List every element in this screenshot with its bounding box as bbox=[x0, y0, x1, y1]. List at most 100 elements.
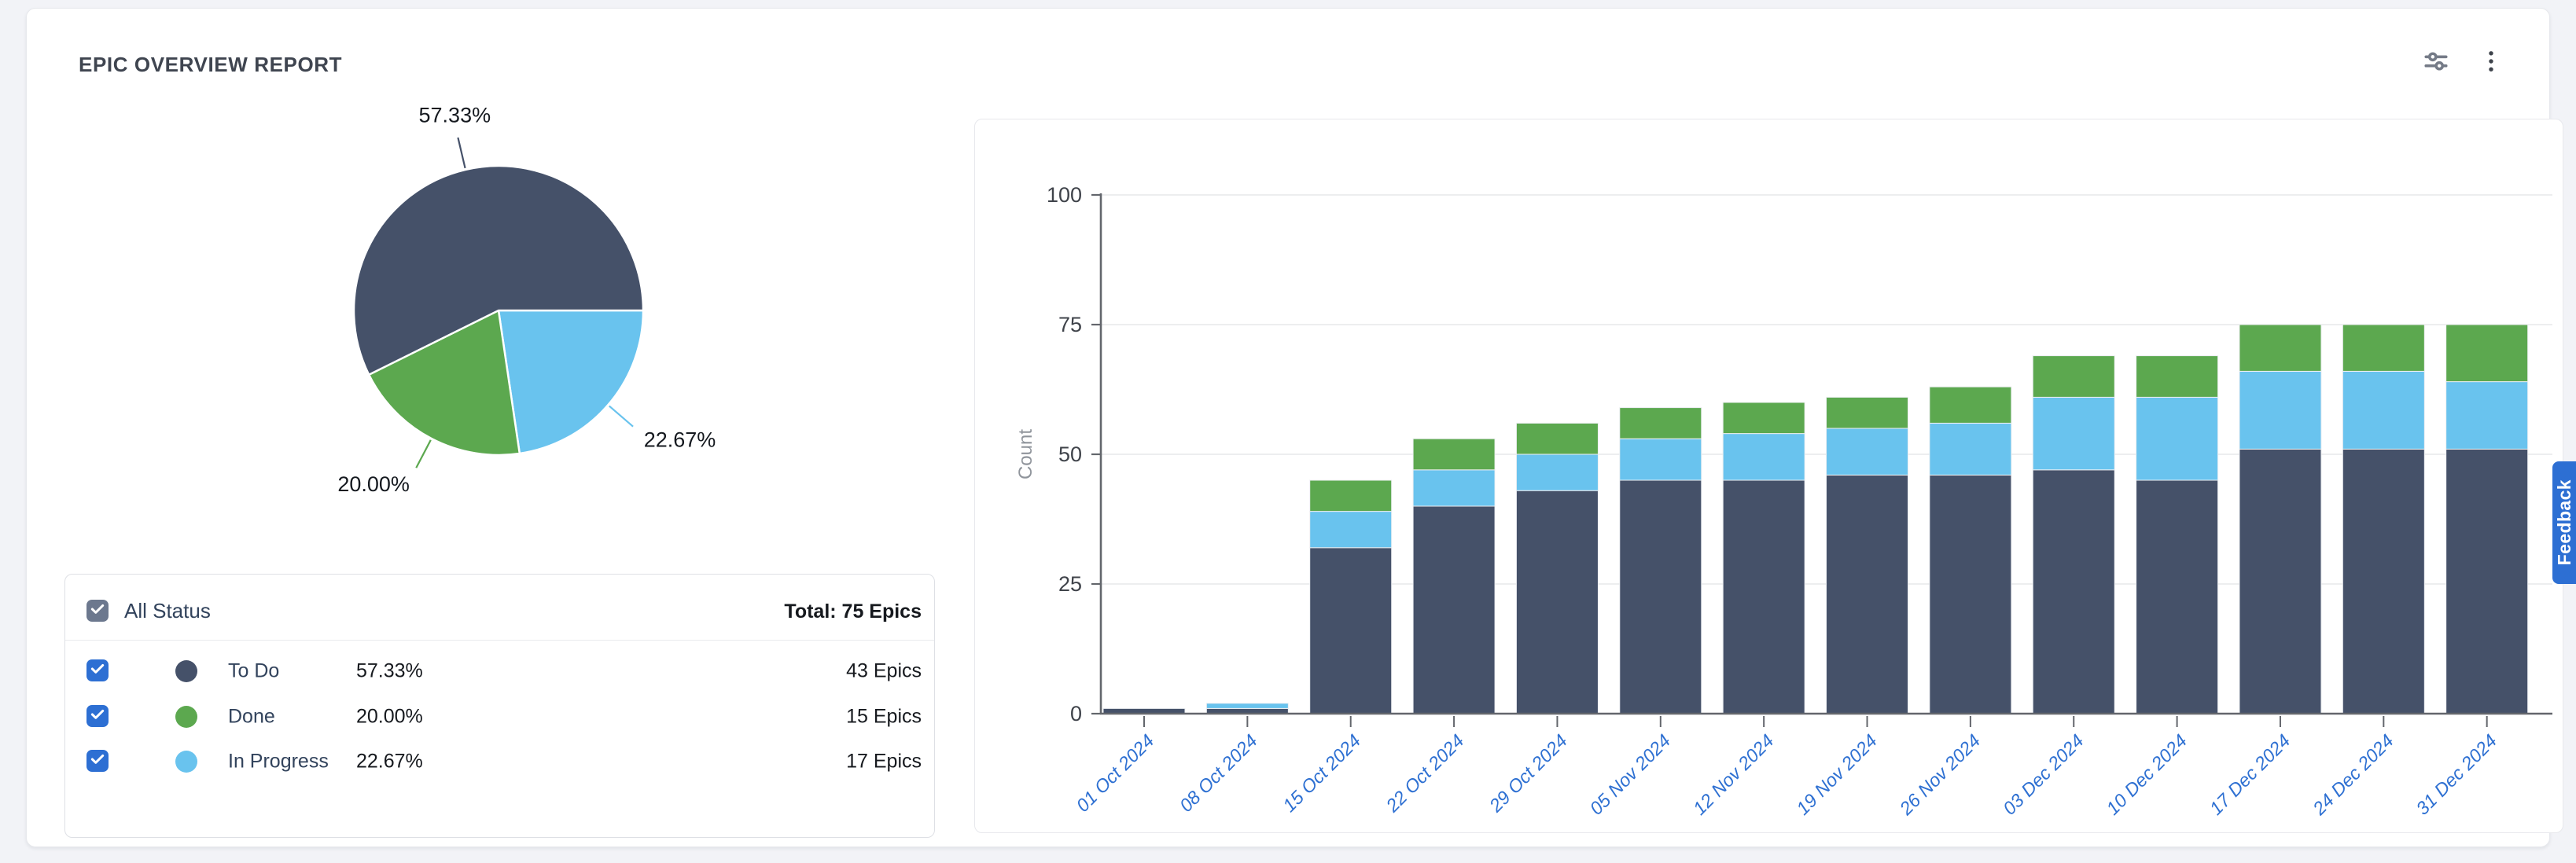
bar-in-progress-08-oct-2024[interactable] bbox=[1205, 703, 1289, 709]
in-progress-percent: 22.67% bbox=[356, 750, 423, 772]
pie-slice-done[interactable] bbox=[367, 309, 521, 457]
bar-in-progress-19-nov-2024[interactable] bbox=[1826, 428, 1909, 476]
x-axis-label-19-nov-2024: 19 Nov 2024 bbox=[1792, 730, 1881, 819]
y-axis-label-75: 75 bbox=[1058, 313, 1082, 336]
x-axis-label-12-nov-2024: 12 Nov 2024 bbox=[1689, 730, 1778, 819]
check-icon bbox=[90, 707, 105, 726]
pie-label-to-do: 57.33% bbox=[419, 103, 491, 127]
bar-in-progress-31-dec-2024[interactable] bbox=[2445, 381, 2529, 450]
bar-done-05-nov-2024[interactable] bbox=[1619, 407, 1702, 439]
legend-header-row: All Status Total: 75 Epics bbox=[65, 575, 934, 640]
pie-label-done: 20.00% bbox=[337, 472, 410, 496]
x-axis-label-26-nov-2024: 26 Nov 2024 bbox=[1895, 730, 1984, 819]
bar-to-do-10-dec-2024[interactable] bbox=[2136, 479, 2219, 714]
done-percent: 20.00% bbox=[356, 705, 423, 727]
in-progress-count: 17 Epics bbox=[846, 750, 922, 772]
bar-in-progress-24-dec-2024[interactable] bbox=[2342, 370, 2425, 450]
bar-in-progress-26-nov-2024[interactable] bbox=[1929, 422, 2012, 476]
bar-done-24-dec-2024[interactable] bbox=[2342, 324, 2425, 372]
done-checkbox[interactable] bbox=[86, 705, 109, 727]
pie-label-in-progress: 22.67% bbox=[644, 428, 716, 451]
bar-to-do-05-nov-2024[interactable] bbox=[1619, 479, 1702, 714]
kebab-menu-icon bbox=[2477, 47, 2505, 78]
bar-done-03-dec-2024[interactable] bbox=[2032, 355, 2115, 398]
x-axis-label-05-nov-2024: 05 Nov 2024 bbox=[1586, 730, 1675, 819]
to-do-count: 43 Epics bbox=[846, 659, 922, 681]
bar-to-do-03-dec-2024[interactable] bbox=[2032, 469, 2115, 714]
check-icon bbox=[90, 601, 105, 621]
pie-leader-line-done bbox=[415, 439, 432, 468]
legend-row-done: Done 20.00% 15 Epics bbox=[65, 694, 934, 739]
all-status-checkbox[interactable] bbox=[86, 600, 109, 622]
bar-to-do-22-oct-2024[interactable] bbox=[1412, 505, 1496, 714]
bar-to-do-19-nov-2024[interactable] bbox=[1826, 474, 1909, 714]
done-color-dot bbox=[175, 705, 197, 728]
y-axis-label-100: 100 bbox=[1047, 183, 1082, 207]
to-do-checkbox[interactable] bbox=[86, 659, 109, 681]
done-count: 15 Epics bbox=[846, 705, 922, 727]
check-icon bbox=[90, 661, 105, 681]
bar-in-progress-03-dec-2024[interactable] bbox=[2032, 396, 2115, 471]
all-status-label: All Status bbox=[124, 599, 211, 622]
pie-slice-to-do[interactable] bbox=[352, 164, 645, 376]
x-axis-label-24-dec-2024: 24 Dec 2024 bbox=[2309, 730, 2398, 819]
kebab-menu-button[interactable] bbox=[2474, 45, 2508, 79]
y-axis-title: Count bbox=[1015, 429, 1036, 479]
in-progress-label: In Progress bbox=[228, 750, 329, 772]
bar-done-19-nov-2024[interactable] bbox=[1826, 396, 1909, 429]
x-axis-label-01-oct-2024: 01 Oct 2024 bbox=[1073, 730, 1158, 816]
to-do-label: To Do bbox=[228, 659, 280, 681]
bar-in-progress-15-oct-2024[interactable] bbox=[1309, 511, 1393, 549]
bar-done-22-oct-2024[interactable] bbox=[1412, 438, 1496, 471]
bar-to-do-15-oct-2024[interactable] bbox=[1309, 547, 1393, 714]
filter-settings-button[interactable] bbox=[2419, 45, 2453, 79]
bar-done-17-dec-2024[interactable] bbox=[2239, 324, 2322, 372]
x-axis-label-15-oct-2024: 15 Oct 2024 bbox=[1279, 730, 1364, 816]
y-axis-label-50: 50 bbox=[1058, 443, 1082, 466]
page-title: EPIC OVERVIEW REPORT bbox=[79, 53, 343, 76]
sliders-icon bbox=[2422, 47, 2450, 78]
pie-slice-in-progress[interactable] bbox=[497, 309, 645, 455]
bar-to-do-12-nov-2024[interactable] bbox=[1722, 479, 1805, 714]
epic-trend-chart-card: 01 Oct 2024 08 Oct 2024 15 Oct 2024 22 Oct … bbox=[974, 119, 2563, 833]
status-pie-chart: 22.67% 20.00% 57.33% bbox=[278, 103, 907, 512]
bar-to-do-17-dec-2024[interactable] bbox=[2239, 448, 2322, 714]
x-axis-label-03-dec-2024: 03 Dec 2024 bbox=[1999, 730, 2088, 819]
legend-row-to-do: To Do 57.33% 43 Epics bbox=[65, 648, 934, 693]
to-do-percent: 57.33% bbox=[356, 659, 423, 681]
bar-in-progress-12-nov-2024[interactable] bbox=[1722, 433, 1805, 481]
to-do-color-dot bbox=[175, 659, 197, 682]
bar-to-do-24-dec-2024[interactable] bbox=[2342, 448, 2425, 714]
status-pie-chart-svg: 22.67% 20.00% 57.33% bbox=[337, 103, 716, 496]
check-icon bbox=[90, 751, 105, 771]
bar-to-do-29-oct-2024[interactable] bbox=[1515, 490, 1599, 714]
bar-in-progress-22-oct-2024[interactable] bbox=[1412, 469, 1496, 507]
in-progress-checkbox[interactable] bbox=[86, 750, 109, 772]
bar-done-29-oct-2024[interactable] bbox=[1515, 422, 1599, 455]
feedback-button[interactable]: Feedback bbox=[2552, 461, 2576, 584]
bar-in-progress-10-dec-2024[interactable] bbox=[2136, 396, 2219, 481]
total-epics-label: Total: 75 Epics bbox=[784, 600, 922, 622]
bar-done-10-dec-2024[interactable] bbox=[2136, 355, 2219, 398]
legend-divider bbox=[65, 640, 934, 641]
y-axis-label-0: 0 bbox=[1070, 702, 1082, 725]
bar-done-31-dec-2024[interactable] bbox=[2445, 324, 2529, 383]
bar-in-progress-05-nov-2024[interactable] bbox=[1619, 438, 1702, 481]
bar-done-15-oct-2024[interactable] bbox=[1309, 479, 1393, 512]
x-axis-label-17-dec-2024: 17 Dec 2024 bbox=[2206, 730, 2294, 819]
status-legend-panel: All Status Total: 75 Epics To Do 57.33% … bbox=[64, 574, 935, 838]
x-axis-label-31-dec-2024: 31 Dec 2024 bbox=[2412, 730, 2501, 819]
bar-to-do-31-dec-2024[interactable] bbox=[2445, 448, 2529, 714]
bar-in-progress-17-dec-2024[interactable] bbox=[2239, 370, 2322, 450]
bar-to-do-26-nov-2024[interactable] bbox=[1929, 474, 2012, 714]
pie-leader-line-to-do bbox=[457, 137, 466, 169]
x-axis-label-22-oct-2024: 22 Oct 2024 bbox=[1382, 730, 1468, 817]
in-progress-color-dot bbox=[175, 750, 197, 773]
legend-row-in-progress: In Progress 22.67% 17 Epics bbox=[65, 739, 934, 784]
bar-in-progress-29-oct-2024[interactable] bbox=[1515, 454, 1599, 491]
bar-done-26-nov-2024[interactable] bbox=[1929, 386, 2012, 424]
stacked-bar-chart-svg: 01 Oct 2024 08 Oct 2024 15 Oct 2024 22 Oct … bbox=[1015, 183, 2552, 819]
bar-done-12-nov-2024[interactable] bbox=[1722, 402, 1805, 435]
stacked-bar-chart: 01 Oct 2024 08 Oct 2024 15 Oct 2024 22 Oct … bbox=[975, 119, 2563, 832]
x-axis-label-08-oct-2024: 08 Oct 2024 bbox=[1176, 730, 1261, 816]
